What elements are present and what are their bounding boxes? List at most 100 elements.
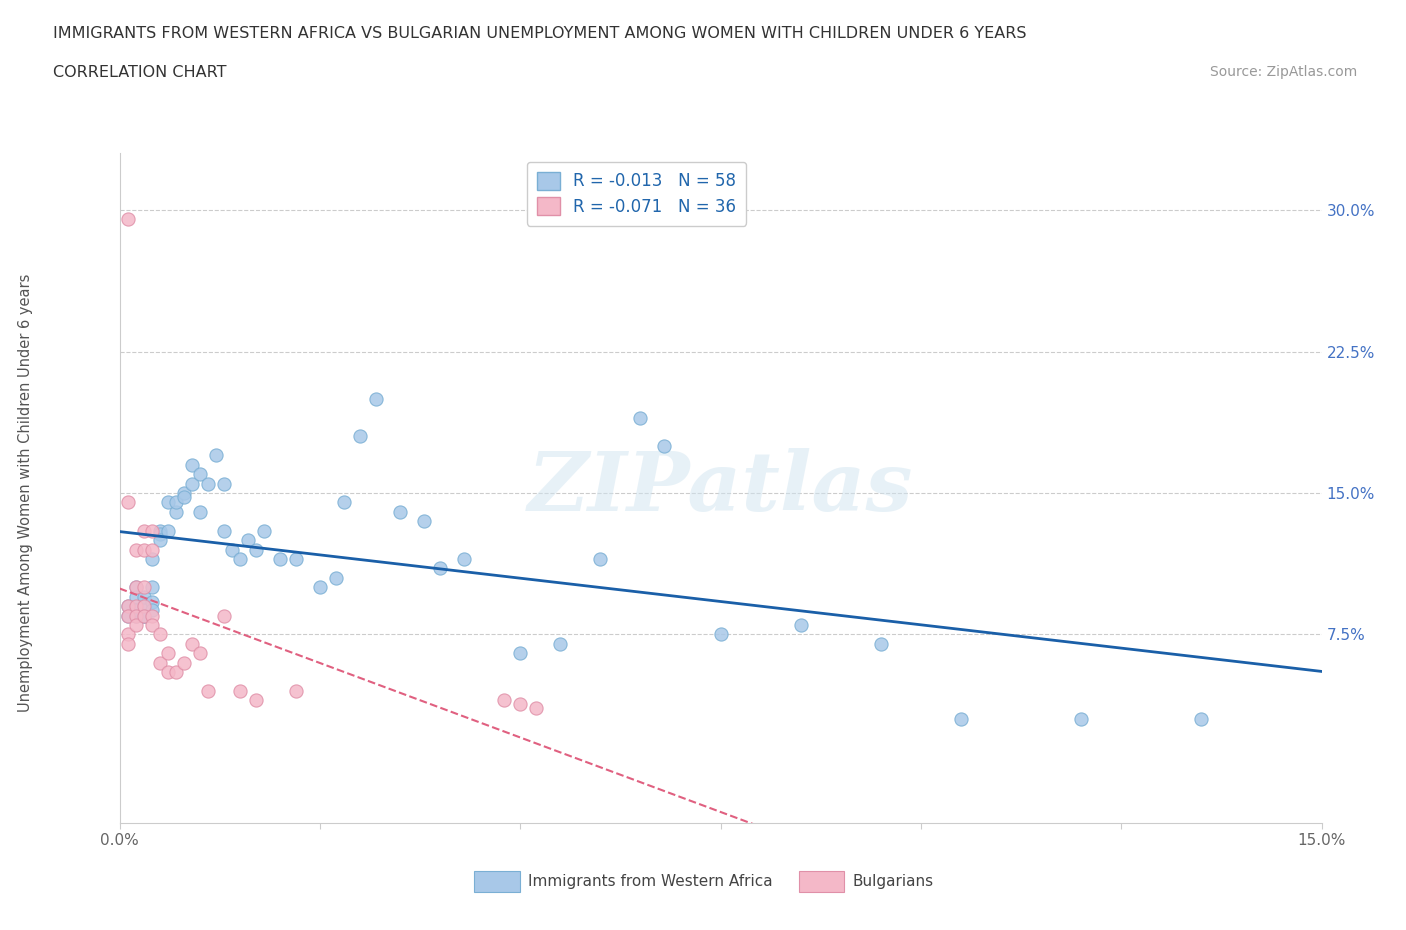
Bar [799, 870, 845, 892]
Point [141, 603, 163, 618]
Point [124, 579, 146, 594]
Point [117, 627, 139, 642]
Point [173, 485, 195, 500]
Point [333, 495, 356, 510]
Point [124, 599, 146, 614]
Point [165, 665, 187, 680]
Point [245, 693, 267, 708]
Point [709, 627, 731, 642]
Point [212, 608, 235, 623]
Point [156, 495, 179, 510]
Point [141, 524, 163, 538]
Point [141, 608, 163, 623]
Point [654, 438, 676, 453]
Point [364, 392, 387, 406]
Point [141, 551, 163, 566]
Point [132, 608, 155, 623]
Point [349, 429, 371, 444]
Point [124, 618, 146, 632]
Point [204, 448, 226, 463]
Point [197, 476, 219, 491]
Point [117, 608, 139, 623]
Text: ZIPatlas: ZIPatlas [527, 448, 914, 528]
Point [188, 467, 211, 482]
Point [149, 527, 172, 542]
Point [197, 684, 219, 698]
Point [132, 599, 155, 614]
Point [188, 504, 211, 519]
Point [132, 608, 155, 623]
Point [429, 561, 451, 576]
Point [124, 603, 146, 618]
Point [117, 495, 139, 510]
Text: CORRELATION CHART: CORRELATION CHART [53, 65, 226, 80]
Point [117, 599, 139, 614]
Point [156, 524, 179, 538]
Point [509, 645, 531, 660]
Point [180, 458, 202, 472]
Point [117, 608, 139, 623]
Point [253, 524, 276, 538]
Point [124, 542, 146, 557]
Point [494, 693, 516, 708]
Point [124, 590, 146, 604]
Point [524, 700, 547, 715]
Point [1070, 711, 1092, 726]
Point [124, 608, 146, 623]
Point [141, 579, 163, 594]
Point [228, 551, 252, 566]
Point [149, 533, 172, 548]
Point [413, 513, 436, 528]
Point [149, 524, 172, 538]
Point [869, 636, 893, 651]
Point [165, 504, 187, 519]
Point [132, 608, 155, 623]
Point [188, 645, 211, 660]
Point [149, 656, 172, 671]
Point [309, 579, 332, 594]
Text: IMMIGRANTS FROM WESTERN AFRICA VS BULGARIAN UNEMPLOYMENT AMONG WOMEN WITH CHILDR: IMMIGRANTS FROM WESTERN AFRICA VS BULGAR… [53, 26, 1026, 41]
Point [141, 595, 163, 610]
Point [388, 504, 412, 519]
Point [269, 551, 291, 566]
Point [132, 590, 155, 604]
Point [117, 212, 139, 227]
Point [284, 551, 307, 566]
Text: Unemployment Among Women with Children Under 6 years: Unemployment Among Women with Children U… [18, 273, 32, 712]
Point [117, 636, 139, 651]
Point [589, 551, 612, 566]
Point [212, 476, 235, 491]
Point [141, 542, 163, 557]
Point [325, 570, 347, 585]
Point [550, 636, 572, 651]
Point [180, 636, 202, 651]
Point [124, 608, 146, 623]
Point [173, 489, 195, 504]
Point [453, 551, 475, 566]
Text: Bulgarians: Bulgarians [853, 874, 934, 889]
Text: Source: ZipAtlas.com: Source: ZipAtlas.com [1209, 65, 1357, 79]
Legend: R = -0.013   N = 58, R = -0.071   N = 36: R = -0.013 N = 58, R = -0.071 N = 36 [527, 162, 747, 226]
Bar [474, 870, 520, 892]
Point [156, 645, 179, 660]
Point [212, 524, 235, 538]
Point [284, 684, 307, 698]
Point [132, 579, 155, 594]
Point [132, 599, 155, 614]
Point [790, 618, 813, 632]
Point [124, 579, 146, 594]
Point [1191, 711, 1213, 726]
Point [149, 627, 172, 642]
Point [141, 618, 163, 632]
Point [509, 697, 531, 711]
Point [236, 533, 259, 548]
Text: Immigrants from Western Africa: Immigrants from Western Africa [529, 874, 773, 889]
Point [117, 599, 139, 614]
Point [630, 410, 652, 425]
Point [950, 711, 973, 726]
Point [180, 476, 202, 491]
Point [228, 684, 252, 698]
Point [245, 542, 267, 557]
Point [165, 495, 187, 510]
Point [156, 665, 179, 680]
